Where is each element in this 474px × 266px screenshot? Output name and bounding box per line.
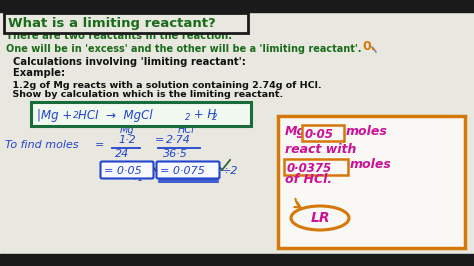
Text: To find moles: To find moles — [5, 140, 79, 150]
Text: 1·2: 1·2 — [118, 135, 136, 145]
Text: 0.: 0. — [362, 40, 375, 53]
Bar — [0, 0, 474, 12]
Text: Example:: Example: — [6, 68, 65, 78]
Text: 2: 2 — [185, 113, 191, 122]
Text: 24: 24 — [115, 149, 129, 159]
Text: Mg: Mg — [120, 125, 135, 135]
Text: One will be in 'excess' and the other will be a 'limiting reactant'.: One will be in 'excess' and the other wi… — [6, 44, 362, 54]
Text: Show by calculation which is the limiting reactant.: Show by calculation which is the limitin… — [6, 90, 283, 99]
Text: 2: 2 — [212, 113, 218, 122]
FancyBboxPatch shape — [31, 102, 251, 126]
Text: HCI  →  MgCl: HCI → MgCl — [78, 109, 153, 122]
FancyBboxPatch shape — [284, 159, 348, 175]
Text: = 0·075: = 0·075 — [160, 166, 205, 176]
Text: moles: moles — [346, 125, 388, 138]
Text: 0·0375: 0·0375 — [287, 161, 332, 174]
Text: 1.2g of Mg reacts with a solution containing 2.74g of HCl.: 1.2g of Mg reacts with a solution contai… — [6, 81, 322, 90]
FancyBboxPatch shape — [156, 161, 219, 178]
Text: ÷2: ÷2 — [222, 166, 238, 176]
Text: LR: LR — [310, 211, 330, 225]
Text: |Mg +: |Mg + — [37, 109, 72, 122]
Text: 0·05: 0·05 — [305, 127, 334, 140]
Text: + H: + H — [190, 109, 216, 122]
Bar — [0, 254, 474, 266]
Text: 2: 2 — [73, 110, 79, 119]
Text: react with: react with — [285, 143, 356, 156]
FancyBboxPatch shape — [100, 161, 154, 178]
Text: Mg: Mg — [285, 125, 307, 138]
Text: 2·74: 2·74 — [166, 135, 191, 145]
Text: =: = — [95, 140, 104, 150]
Ellipse shape — [291, 206, 349, 230]
Text: = 0·05: = 0·05 — [104, 166, 142, 176]
Text: There are two reactants in the reaction.: There are two reactants in the reaction. — [6, 31, 232, 41]
FancyBboxPatch shape — [302, 125, 344, 141]
Text: What is a limiting reactant?: What is a limiting reactant? — [8, 16, 216, 30]
Text: of HCl.: of HCl. — [285, 173, 332, 186]
Text: Calculations involving 'limiting reactant':: Calculations involving 'limiting reactan… — [6, 57, 246, 67]
Text: HCl: HCl — [178, 125, 195, 135]
Text: moles: moles — [350, 158, 392, 171]
Text: =: = — [155, 135, 164, 145]
Text: ÷1: ÷1 — [130, 174, 143, 183]
FancyBboxPatch shape — [278, 116, 465, 248]
FancyBboxPatch shape — [4, 13, 248, 32]
Text: 36·5: 36·5 — [163, 149, 188, 159]
